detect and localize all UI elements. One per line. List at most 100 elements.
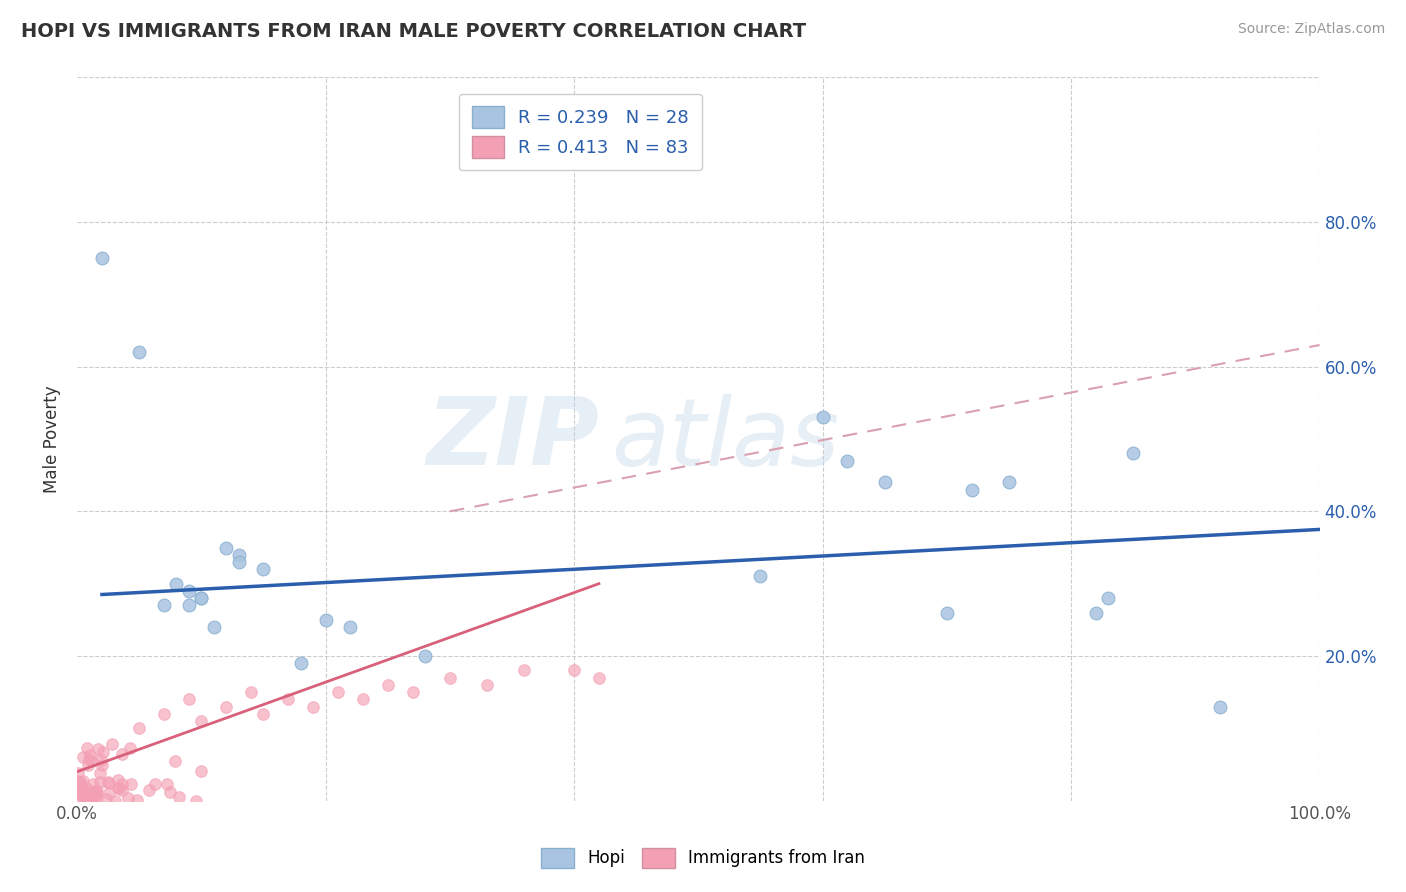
Point [79,747,101,762]
Point [84,787,107,801]
Point [1122,446,1144,460]
Point [228,555,250,569]
Point [588,671,610,685]
Point [998,475,1021,490]
Point [111,747,134,761]
Point [79,752,101,766]
Point [837,454,859,468]
Point [87,742,110,756]
Point [562,664,585,678]
Point [163,754,186,768]
Point [111,783,134,797]
Point [326,685,349,699]
Point [67,784,90,798]
Point [82,777,104,791]
Point [153,706,176,721]
Point [184,793,207,807]
Point [77,791,100,805]
Point [77,788,100,802]
Text: Source: ZipAtlas.com: Source: ZipAtlas.com [1237,22,1385,37]
Legend: Hopi, Immigrants from Iran: Hopi, Immigrants from Iran [534,841,872,875]
Point [177,583,200,598]
Point [439,671,461,685]
Point [76,782,98,797]
Point [315,613,337,627]
Point [120,776,142,790]
Point [72,773,94,788]
Point [67,784,90,798]
Point [91,252,114,266]
Point [935,606,957,620]
Point [72,781,94,796]
Y-axis label: Male Poverty: Male Poverty [44,385,60,493]
Point [82,792,104,806]
Point [277,692,299,706]
Point [69,777,91,791]
Point [302,699,325,714]
Point [159,785,181,799]
Point [90,753,112,767]
Point [190,591,212,606]
Point [128,345,150,359]
Point [111,777,134,791]
Point [70,787,93,801]
Point [72,749,94,764]
Point [125,793,148,807]
Point [86,789,108,804]
Point [166,576,188,591]
Point [215,541,238,555]
Point [76,788,98,802]
Point [1084,606,1107,620]
Point [413,648,436,663]
Point [190,591,212,606]
Point [83,785,105,799]
Point [83,789,105,803]
Point [202,620,225,634]
Point [475,678,498,692]
Text: atlas: atlas [612,393,839,484]
Point [352,692,374,706]
Point [76,758,98,772]
Point [252,562,274,576]
Text: HOPI VS IMMIGRANTS FROM IRAN MALE POVERTY CORRELATION CHART: HOPI VS IMMIGRANTS FROM IRAN MALE POVERT… [21,22,806,41]
Point [513,664,536,678]
Point [96,775,118,789]
Point [70,789,93,804]
Point [66,777,89,791]
Point [177,599,200,613]
Point [83,789,105,804]
Point [67,781,90,796]
Point [98,776,121,790]
Point [66,776,89,790]
Point [100,737,122,751]
Point [70,787,93,801]
Point [66,773,89,788]
Point [69,774,91,789]
Point [91,757,114,772]
Point [960,483,983,497]
Point [86,784,108,798]
Point [252,706,274,721]
Point [94,792,117,806]
Point [190,764,212,779]
Point [290,657,312,671]
Point [107,772,129,787]
Point [1209,699,1232,714]
Point [215,699,238,714]
Point [66,766,89,780]
Point [67,791,90,805]
Point [228,548,250,562]
Point [143,777,166,791]
Point [190,714,212,728]
Point [873,475,896,490]
Point [89,765,111,780]
Point [108,780,131,795]
Point [73,789,96,804]
Point [138,783,160,797]
Point [93,745,115,759]
Point [1097,591,1119,606]
Point [89,775,111,789]
Point [240,685,263,699]
Point [97,786,120,800]
Point [76,741,98,756]
